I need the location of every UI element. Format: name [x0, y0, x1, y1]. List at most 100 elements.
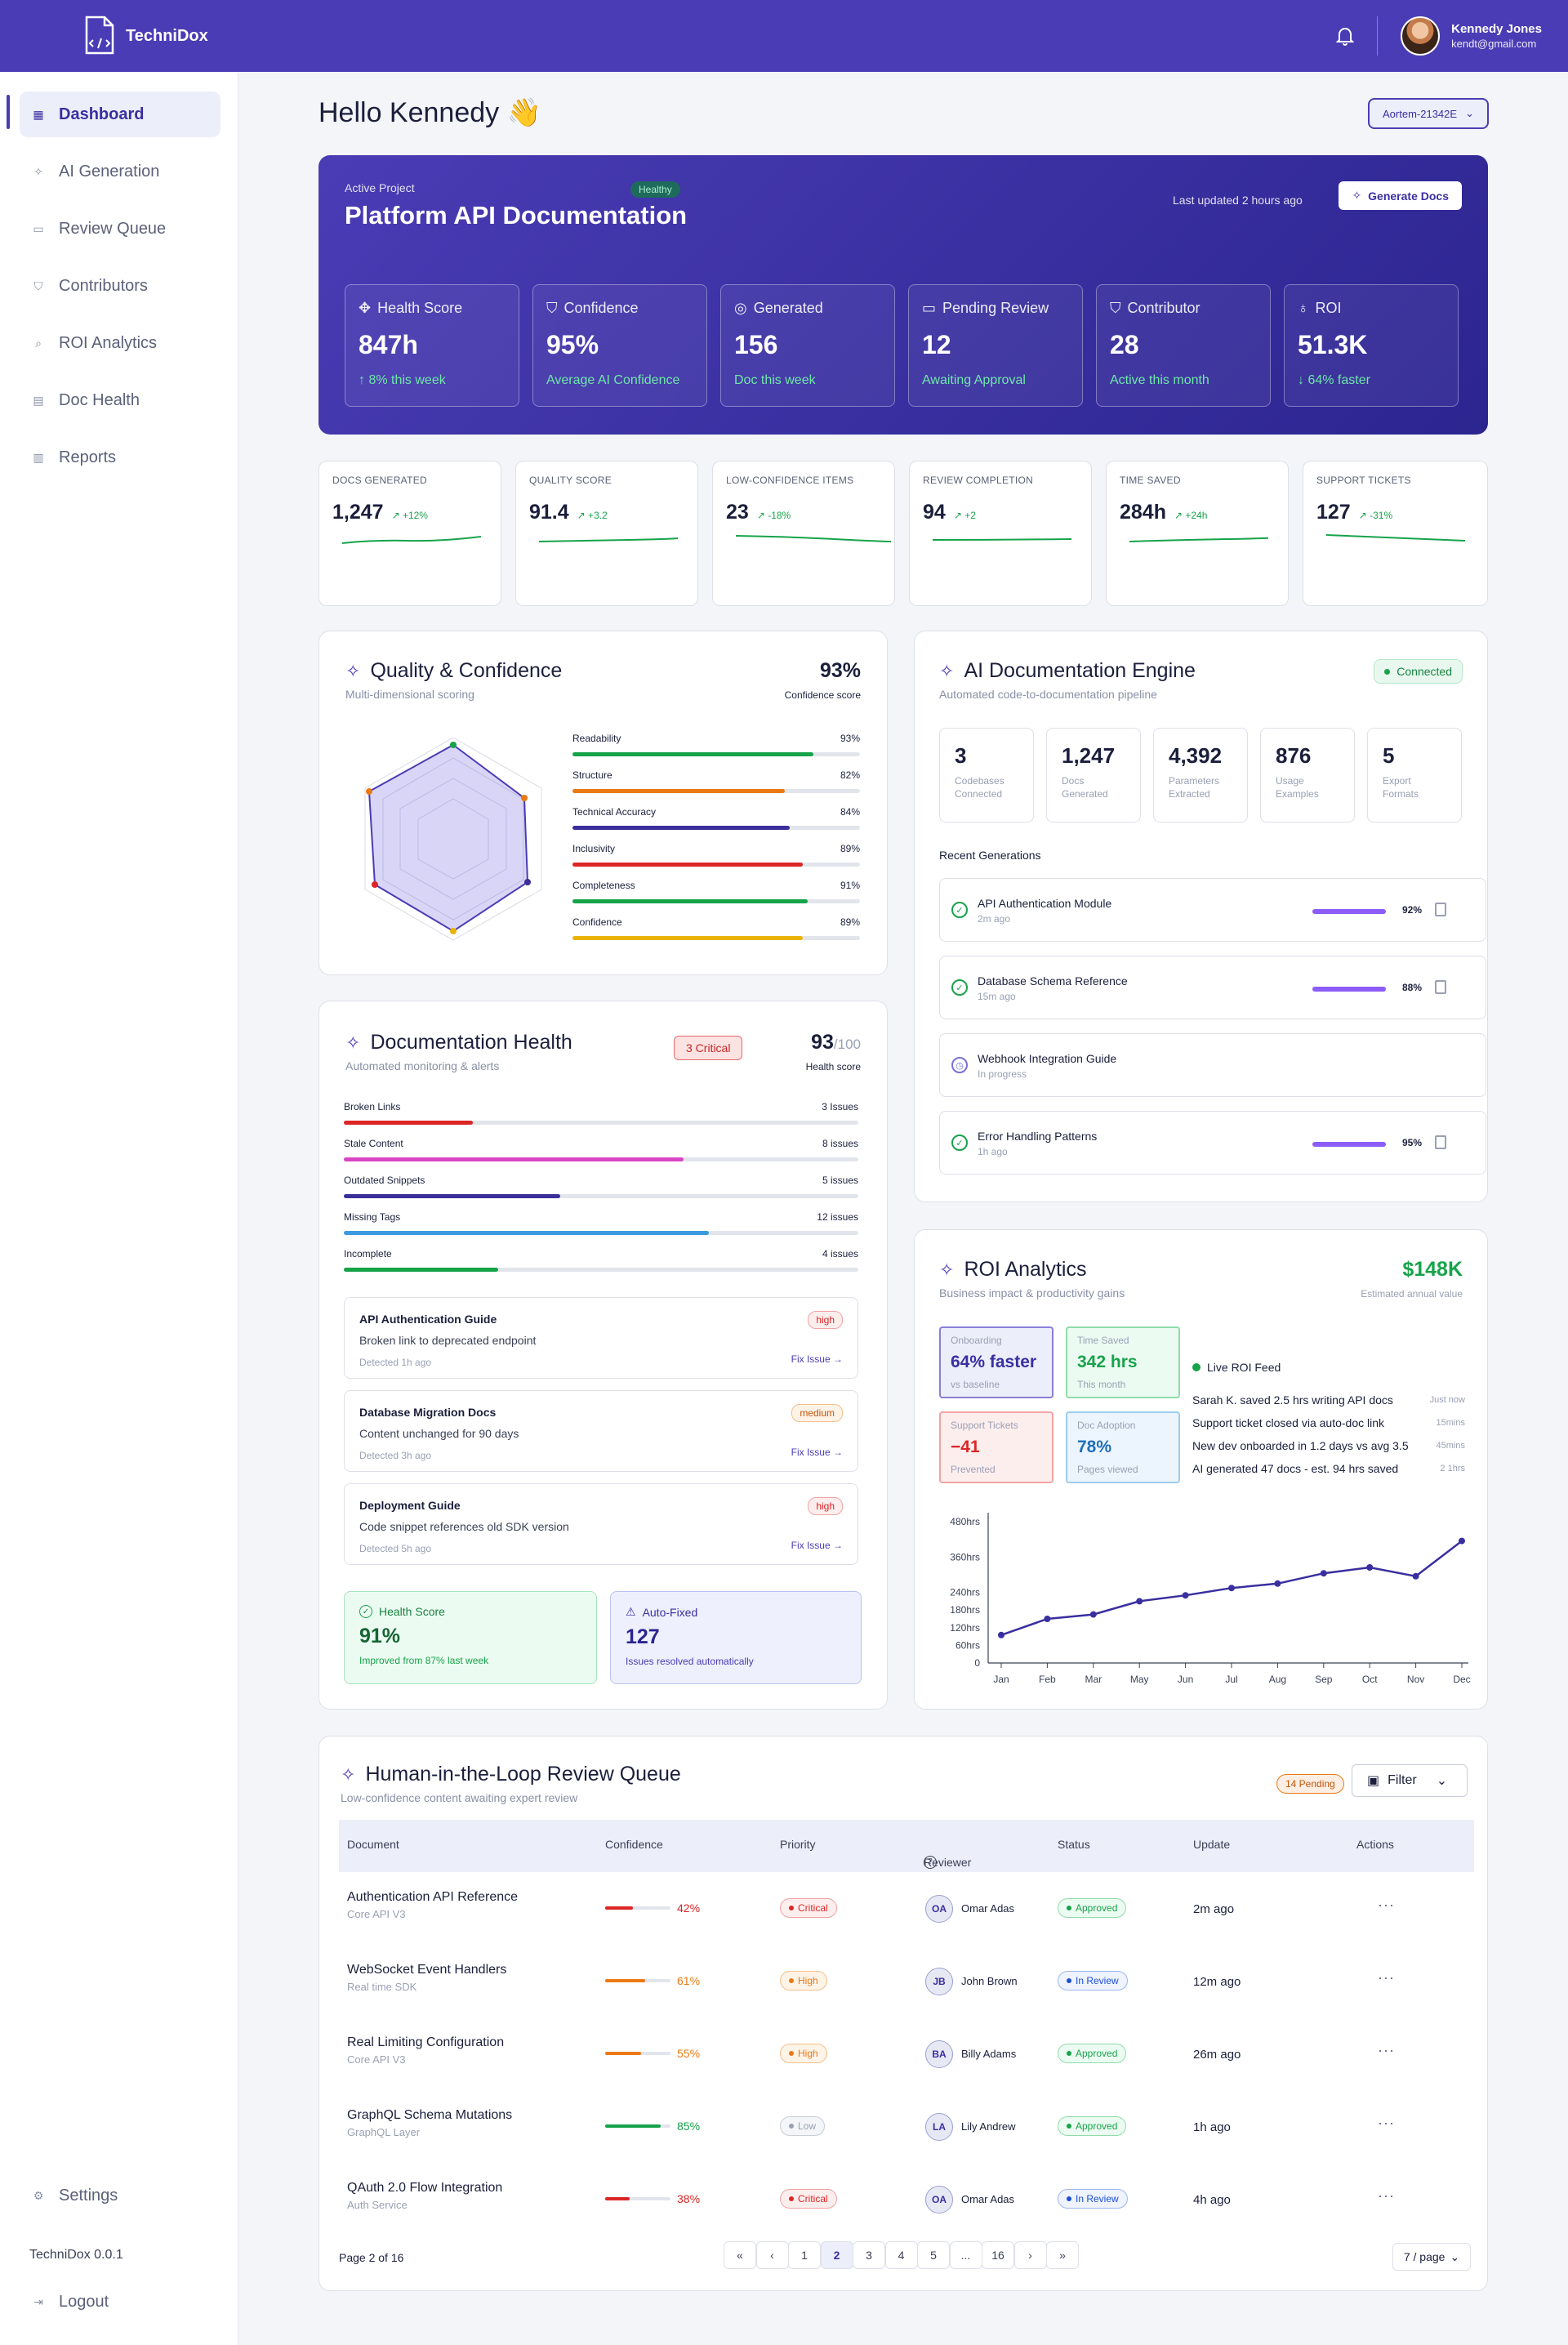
data-point[interactable]	[1366, 1564, 1374, 1571]
pagination-button[interactable]: 3	[853, 2241, 885, 2269]
stat-sub: Doc this week	[734, 373, 816, 387]
issue-description: Broken link to deprecated endpoint	[359, 1334, 537, 1347]
kpi-review-completion: REVIEW COMPLETION 94 ↗ +2	[909, 461, 1092, 606]
chat-icon: ▭	[33, 221, 44, 235]
pagination-button[interactable]: «	[724, 2241, 756, 2269]
health-value: 8 issues	[822, 1138, 858, 1149]
sidebar-item-settings[interactable]: ⚙ Settings	[20, 2173, 220, 2218]
stat-title: Contributor	[1127, 300, 1200, 316]
pagination-button[interactable]: ‹	[755, 2241, 789, 2269]
generation-item[interactable]: ✓ API Authentication Module 2m ago 92%	[939, 878, 1486, 942]
document-icon[interactable]	[1435, 980, 1446, 994]
pagination-button[interactable]: 2	[820, 2241, 853, 2269]
sidebar-item-dashboard[interactable]: ▦ Dashboard	[20, 91, 220, 137]
user-menu[interactable]: Kennedy Jones kendt@gmail.com	[1401, 16, 1542, 56]
document-name[interactable]: QAuth 2.0 Flow Integration	[347, 2181, 503, 2195]
card-subtitle: Low-confidence content awaiting expert r…	[341, 1791, 578, 1804]
fix-issue-link[interactable]: Fix Issue →	[791, 1447, 843, 1458]
kpi-value: 23	[726, 501, 749, 524]
data-point[interactable]	[1044, 1616, 1051, 1622]
table-row[interactable]: GraphQL Schema Mutations GraphQL Layer 85%…	[339, 2090, 1474, 2163]
sidebar-item-logout[interactable]: ⇥ Logout	[20, 2279, 220, 2325]
data-point[interactable]	[1274, 1580, 1281, 1587]
fix-issue-link[interactable]: Fix Issue →	[791, 1353, 843, 1365]
pagination-button[interactable]: ›	[1013, 2241, 1047, 2269]
more-actions-icon[interactable]: ···	[1378, 2187, 1395, 2204]
sidebar-item-roi-analytics[interactable]: ⌕ ROI Analytics	[20, 320, 220, 366]
filter-button[interactable]: ▣ Filter ⌄	[1352, 1764, 1468, 1797]
sidebar-item-doc-health[interactable]: ▤ Doc Health	[20, 377, 220, 423]
project-select[interactable]: Aortem-21342E ⌄	[1368, 98, 1489, 129]
status-dot	[1067, 1978, 1071, 1983]
kpi-title: REVIEW COMPLETION	[923, 475, 1034, 486]
pagination-button[interactable]: 1	[788, 2241, 821, 2269]
engine-stat: 3 Codebases Connected	[939, 728, 1034, 823]
table-row[interactable]: QAuth 2.0 Flow Integration Auth Service 38…	[339, 2163, 1474, 2236]
x-tick-label: Mar	[1085, 1674, 1102, 1685]
table-row[interactable]: Authentication API Reference Core API V3 4…	[339, 1872, 1474, 1945]
more-actions-icon[interactable]: ···	[1378, 2115, 1395, 2131]
generation-item[interactable]: ✓ Database Schema Reference 15m ago 88%	[939, 956, 1486, 1019]
column-header[interactable]: Status	[1058, 1838, 1090, 1851]
roi-tile-doc-adoption: Doc Adoption 78% Pages viewed	[1066, 1411, 1180, 1483]
table-row[interactable]: WebSocket Event Handlers Real time SDK 61%…	[339, 1945, 1474, 2017]
pending-badge: 14 Pending	[1276, 1774, 1344, 1794]
document-name[interactable]: GraphQL Schema Mutations	[347, 2108, 513, 2122]
data-point[interactable]	[1412, 1572, 1419, 1580]
issue-item: Database Migration Docs Content unchanged…	[344, 1390, 858, 1472]
app-version: TechniDox 0.0.1	[29, 2248, 123, 2262]
data-point[interactable]	[1136, 1598, 1143, 1605]
more-actions-icon[interactable]: ···	[1378, 2042, 1395, 2058]
reviewer-avatar: BA	[925, 2040, 953, 2068]
generate-docs-button[interactable]: ✧ Generate Docs	[1339, 181, 1462, 210]
column-header[interactable]: Document	[347, 1838, 399, 1851]
priority-badge: High	[780, 1971, 827, 1991]
stat-value: 5	[1383, 743, 1395, 768]
more-actions-icon[interactable]: ···	[1378, 1969, 1395, 1986]
document-name[interactable]: Real Limiting Configuration	[347, 2035, 505, 2049]
data-point[interactable]	[1182, 1592, 1189, 1599]
bell-icon[interactable]	[1336, 26, 1355, 46]
column-header[interactable]: Update	[1193, 1838, 1231, 1851]
critical-badge[interactable]: 3 Critical	[674, 1036, 743, 1060]
data-point[interactable]	[1228, 1585, 1235, 1592]
status-badge: Approved	[1058, 1898, 1127, 1918]
health-track	[344, 1268, 858, 1272]
document-name[interactable]: Authentication API Reference	[347, 1890, 519, 1904]
document-icon[interactable]	[1435, 903, 1446, 916]
data-point[interactable]	[998, 1631, 1004, 1638]
pagination-button[interactable]: 4	[884, 2241, 918, 2269]
sidebar-item-reports[interactable]: ▥ Reports	[20, 435, 220, 480]
reviewer-avatar: OA	[925, 1895, 953, 1923]
data-point[interactable]	[1089, 1611, 1097, 1618]
data-point[interactable]	[1320, 1570, 1327, 1577]
metric-label: Confidence	[572, 916, 622, 928]
document-icon[interactable]	[1435, 1135, 1446, 1149]
metric-label: Readability	[572, 733, 621, 744]
sidebar-item-ai-generation[interactable]: ✧ AI Generation	[20, 149, 220, 194]
kpi-value: 127	[1316, 501, 1351, 524]
sidebar-item-contributors[interactable]: ⛉ Contributors	[20, 263, 220, 309]
more-actions-icon[interactable]: ···	[1378, 1897, 1395, 1913]
data-point[interactable]	[1459, 1537, 1465, 1545]
pagination-button[interactable]: 5	[917, 2241, 950, 2269]
pagination-button[interactable]: »	[1046, 2241, 1079, 2269]
per-page-select[interactable]: 7 / page ⌄	[1392, 2243, 1471, 2271]
app-logo[interactable]: TechniDox	[82, 16, 208, 56]
generation-item[interactable]: ✓ Error Handling Patterns 1h ago 95%	[939, 1111, 1486, 1175]
document-name[interactable]: WebSocket Event Handlers	[347, 1963, 507, 1977]
pagination-button[interactable]: 16	[982, 2241, 1014, 2269]
fix-issue-link[interactable]: Fix Issue →	[791, 1540, 843, 1551]
column-header[interactable]: Confidence	[605, 1838, 663, 1851]
sidebar-item-review-queue[interactable]: ▭ Review Queue	[20, 206, 220, 252]
generation-item[interactable]: ◷ Webhook Integration Guide In progress	[939, 1033, 1486, 1097]
confidence-score-label: Confidence score	[784, 689, 861, 701]
radar-chart	[364, 737, 542, 941]
status-dot	[789, 1978, 794, 1983]
sidebar-item-label: ROI Analytics	[59, 333, 158, 352]
help-icon[interactable]: ?	[924, 1856, 937, 1869]
table-row[interactable]: Real Limiting Configuration Core API V3 55…	[339, 2017, 1474, 2090]
pagination-button[interactable]: ...	[949, 2241, 982, 2269]
stat-contributor: ⛉ Contributor 28 Active this month	[1096, 284, 1271, 407]
column-header[interactable]: Priority	[780, 1838, 816, 1851]
